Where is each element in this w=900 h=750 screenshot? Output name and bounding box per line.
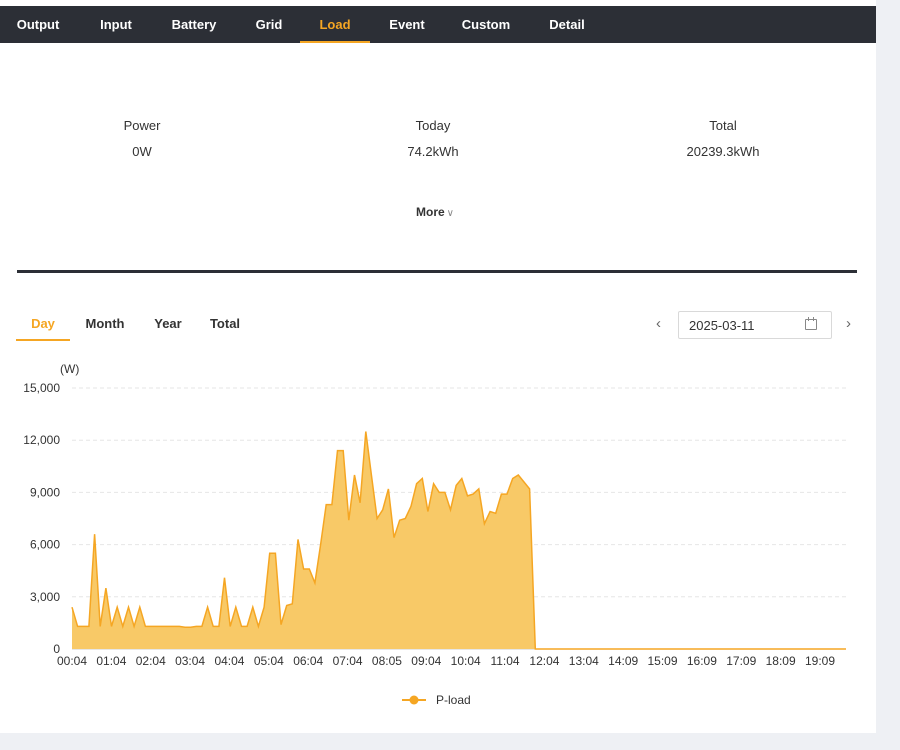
total-value: 20239.3kWh	[686, 144, 760, 159]
y-tick-label: 12,000	[23, 433, 60, 447]
chevron-down-icon: ∨	[446, 208, 454, 219]
legend-label: P-load	[436, 693, 471, 707]
y-axis-unit-label: (W)	[60, 362, 79, 376]
x-tick-label: 18:09	[766, 654, 796, 668]
x-tick-label: 19:09	[805, 654, 835, 668]
tab-grid[interactable]: Grid	[255, 17, 283, 32]
next-date-icon[interactable]: ›	[846, 315, 851, 332]
x-tick-label: 02:04	[136, 654, 166, 668]
period-tab-year[interactable]: Year	[154, 316, 182, 331]
period-tab-day[interactable]: Day	[31, 316, 55, 331]
more-label: More	[416, 205, 445, 219]
x-tick-label: 03:04	[175, 654, 205, 668]
series-area-p-load	[72, 431, 846, 649]
calendar-icon	[805, 317, 817, 330]
x-axis-ticks: 00:04 01:04 02:04 03:04 04:04 05:04 06:04 07:04…	[57, 654, 835, 668]
legend-marker-icon	[409, 695, 419, 705]
today-value: 74.2kWh	[407, 144, 459, 159]
x-tick-label: 00:04	[57, 654, 87, 668]
prev-date-icon[interactable]: ‹	[656, 315, 661, 332]
x-tick-label: 12:04	[529, 654, 559, 668]
tab-output[interactable]: Output	[16, 17, 60, 32]
x-tick-label: 10:04	[451, 654, 481, 668]
x-tick-label: 01:04	[96, 654, 126, 668]
power-label: Power	[123, 118, 161, 133]
x-tick-label: 08:05	[372, 654, 402, 668]
y-tick-label: 6,000	[30, 538, 60, 552]
total-label: Total	[709, 118, 737, 133]
date-value: 2025-03-11	[689, 318, 755, 333]
power-value: 0W	[132, 144, 152, 159]
x-tick-label: 15:09	[648, 654, 678, 668]
x-tick-label: 04:04	[214, 654, 244, 668]
y-tick-label: 15,000	[23, 381, 60, 395]
x-tick-label: 16:09	[687, 654, 717, 668]
tab-input[interactable]: Input	[100, 17, 132, 32]
period-tab-total[interactable]: Total	[209, 316, 241, 331]
tab-battery[interactable]: Battery	[171, 17, 217, 32]
x-tick-label: 11:04	[490, 654, 519, 668]
x-tick-label: 09:04	[411, 654, 441, 668]
x-tick-label: 17:09	[726, 654, 756, 668]
period-tab-month[interactable]: Month	[85, 316, 125, 331]
series-line-p-load	[71, 431, 846, 650]
x-tick-label: 06:04	[293, 654, 323, 668]
tab-load[interactable]: Load	[300, 6, 370, 43]
y-tick-label: 3,000	[30, 590, 60, 604]
top-tab-bar: Output Input Battery Grid Load Event Cus…	[0, 6, 876, 43]
tab-custom[interactable]: Custom	[461, 17, 511, 32]
y-tick-label: 0	[53, 642, 60, 656]
tab-event[interactable]: Event	[389, 17, 425, 32]
more-toggle[interactable]: More ∨	[405, 205, 465, 219]
active-tab-underline	[16, 339, 70, 341]
x-tick-label: 07:04	[333, 654, 363, 668]
y-tick-label: 9,000	[30, 485, 60, 499]
section-divider	[17, 270, 857, 273]
x-tick-label: 05:04	[254, 654, 284, 668]
legend[interactable]: P-load	[402, 693, 471, 707]
today-label: Today	[415, 118, 451, 133]
x-tick-label: 14:09	[608, 654, 638, 668]
x-tick-label: 13:04	[569, 654, 599, 668]
main-panel: Output Input Battery Grid Load Event Cus…	[0, 0, 876, 733]
date-picker[interactable]: 2025-03-11	[678, 311, 832, 339]
y-axis-ticks: 0 3,000 6,000 9,000 12,000 15,000	[23, 381, 60, 656]
tab-detail[interactable]: Detail	[549, 17, 585, 32]
